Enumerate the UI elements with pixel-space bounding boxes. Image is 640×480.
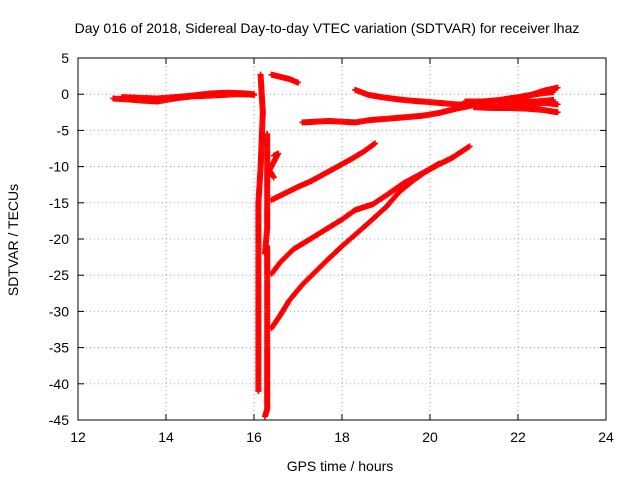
data-point (550, 96, 557, 103)
y-tick-label: -5 (57, 122, 70, 138)
plot-frame (77, 57, 607, 421)
x-tick-label: 22 (510, 429, 526, 445)
y-tick-label: -10 (49, 159, 69, 175)
x-axis-label: GPS time / hours (287, 458, 394, 474)
y-tick-label: -35 (49, 340, 69, 356)
y-tick-label: -30 (49, 303, 69, 319)
y-axis: 5 0 -5 -10 -15 -20 -25 -30 -35 -40 -45 (49, 50, 606, 428)
data-points (110, 71, 561, 420)
x-tick-label: 12 (70, 429, 86, 445)
grid (78, 58, 606, 420)
series-scatter-col-16.1 (255, 71, 266, 395)
data-point (435, 160, 442, 167)
x-tick-label: 24 (598, 429, 614, 445)
y-tick-label: 0 (61, 86, 69, 102)
x-tick-label: 16 (246, 429, 262, 445)
series-arc-early-flat-2 (119, 89, 257, 102)
series-arc-rise-1 (268, 140, 378, 203)
data-point (372, 140, 378, 147)
chart-title: Day 016 of 2018, Sidereal Day-to-day VTE… (75, 20, 580, 36)
data-point (262, 413, 268, 420)
y-tick-label: -45 (49, 412, 69, 428)
y-tick-label: -20 (49, 231, 69, 247)
series-arc-late-fan-lower (471, 104, 561, 116)
y-tick-label: -25 (49, 267, 69, 283)
y-tick-label: -40 (49, 376, 69, 392)
data-point (255, 388, 262, 395)
x-tick-label: 18 (334, 429, 350, 445)
series-scatter-col-16.3 (262, 131, 271, 420)
data-point (550, 89, 557, 96)
y-axis-label: SDTVAR / TECUs (5, 184, 21, 296)
y-tick-label: 5 (61, 50, 69, 66)
series-arc-rise-3 (268, 160, 442, 332)
series-arc-late-fan-mid (497, 96, 557, 107)
data-point (554, 109, 561, 116)
series-scatter-col-16.5 (266, 150, 282, 181)
data-point (554, 101, 561, 108)
series-arc-rise-2 (268, 143, 473, 277)
x-tick-label: 20 (422, 429, 438, 445)
data-point (466, 143, 473, 150)
series-arc-late-fan-upper (462, 89, 557, 105)
data-point (295, 79, 301, 86)
data-point (251, 91, 257, 98)
data-point (554, 84, 561, 91)
y-tick-label: -15 (49, 195, 69, 211)
data-point (270, 174, 277, 181)
x-tick-label: 14 (158, 429, 174, 445)
series-arc-short-top (268, 71, 301, 86)
